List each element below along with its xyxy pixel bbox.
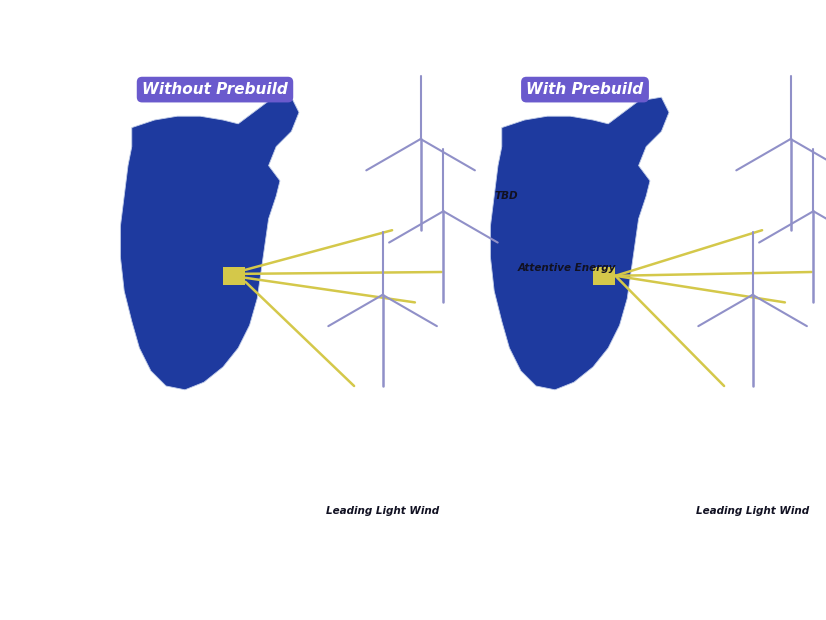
Bar xyxy=(223,267,245,285)
Polygon shape xyxy=(491,97,669,390)
Text: Leading Light Wind: Leading Light Wind xyxy=(326,507,439,516)
Text: Leading Light Wind: Leading Light Wind xyxy=(696,507,809,516)
Polygon shape xyxy=(121,97,299,390)
Text: With Prebuild: With Prebuild xyxy=(526,82,643,97)
Text: Attentive Energy: Attentive Energy xyxy=(518,264,616,273)
Text: Without Prebuild: Without Prebuild xyxy=(142,82,288,97)
Bar xyxy=(593,267,615,285)
Text: TBD: TBD xyxy=(495,191,519,201)
